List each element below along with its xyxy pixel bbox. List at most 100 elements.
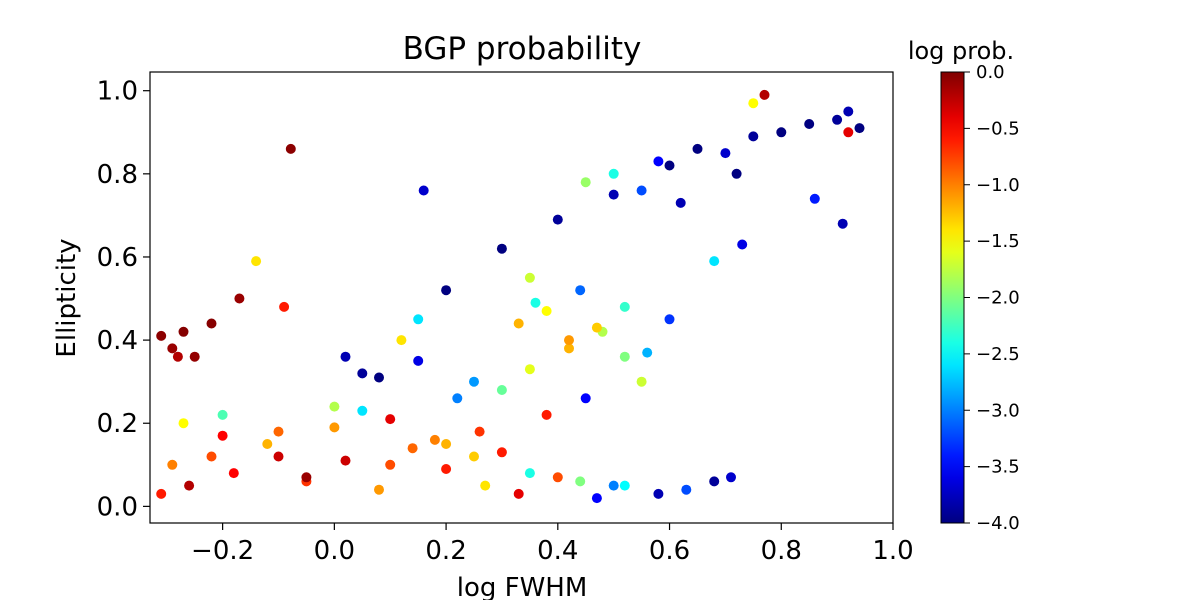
scatter-point (452, 393, 463, 404)
scatter-point (496, 447, 507, 458)
scatter-point (653, 488, 664, 499)
x-axis: −0.2 0.0 0.2 0.4 0.6 0.8 1.0 (191, 523, 914, 566)
colorbar-label: log prob. (908, 37, 1014, 65)
scatter-point (429, 434, 440, 445)
scatter-point (804, 119, 815, 129)
y-tick-label: 0.6 (97, 243, 138, 273)
x-tick-label: 0.8 (761, 536, 802, 566)
scatter-point (737, 239, 748, 250)
scatter-point (418, 185, 429, 196)
scatter-point (513, 318, 524, 329)
scatter-point (832, 114, 843, 125)
scatter-point (189, 351, 200, 362)
scatter-point (340, 455, 351, 466)
scatter-point (692, 143, 703, 154)
scatter-point (178, 326, 189, 337)
scatter-point (524, 272, 535, 283)
scatter-point (591, 493, 602, 504)
chart-title: BGP probability (403, 31, 642, 67)
scatter-point (854, 123, 865, 134)
scatter-point (413, 355, 424, 366)
scatter-point (776, 127, 787, 138)
scatter-point (809, 193, 820, 204)
scatter-point (374, 484, 384, 495)
scatter-point (541, 306, 552, 316)
scatter-point (575, 476, 586, 487)
scatter-point (385, 414, 396, 425)
x-tick-label: 0.2 (425, 536, 466, 566)
scatter-point (217, 409, 228, 420)
scatter-point (843, 127, 854, 138)
y-tick-label: 0.0 (97, 492, 138, 522)
colorbar-axis: 0.0 −0.5 −1.0 −1.5 −2.0 −2.5 −3.0 −3.5 −4.0 (964, 62, 1020, 534)
y-axis: 0.0 0.2 0.4 0.6 0.8 1.0 (97, 77, 150, 522)
scatter-point (234, 293, 245, 304)
scatter-point (496, 243, 507, 254)
scatter-point (441, 439, 452, 449)
scatter-point (273, 451, 284, 462)
scatter-point (675, 197, 686, 208)
scatter-point (619, 351, 630, 362)
scatter-point (285, 143, 296, 154)
scatter-point (843, 106, 854, 117)
scatter-point (681, 484, 692, 495)
x-axis-label: log FWHM (457, 573, 588, 600)
scatter-point (575, 285, 586, 296)
scatter-point (396, 335, 407, 346)
scatter-point (496, 385, 507, 395)
scatter-point (262, 439, 273, 449)
colorbar-tick-label: 0.0 (976, 62, 1005, 83)
colorbar-tick-label: −3.5 (976, 457, 1020, 478)
scatter-point (217, 430, 228, 441)
colorbar-tick-label: −2.5 (976, 344, 1020, 365)
scatter-point (608, 189, 619, 200)
scatter-point (619, 480, 630, 491)
scatter-point (541, 409, 552, 420)
scatter-point (636, 376, 647, 387)
colorbar (940, 71, 965, 524)
y-tick-label: 0.4 (97, 326, 138, 356)
scatter-point (748, 131, 759, 142)
y-tick-label: 0.8 (97, 160, 138, 190)
scatter-point (357, 368, 368, 379)
scatter-point (329, 401, 340, 412)
y-tick-label: 1.0 (97, 77, 138, 107)
scatter-point (374, 372, 384, 383)
scatter-point (608, 480, 619, 491)
scatter-point (709, 476, 720, 487)
scatter-point (167, 343, 178, 354)
colorbar-tick-label: −1.0 (976, 175, 1020, 196)
scatter-point (301, 472, 312, 483)
scatter-point (591, 322, 602, 333)
x-tick-label: 0.0 (314, 536, 355, 566)
scatter-point (156, 330, 167, 341)
scatter-point (441, 285, 452, 296)
y-axis-label: Ellipticity (52, 238, 82, 357)
scatter-point (552, 472, 563, 483)
scatter-point (720, 148, 731, 159)
scatter-point (469, 376, 479, 387)
x-tick-label: 0.6 (649, 536, 690, 566)
colorbar-tick-label: −1.5 (976, 231, 1020, 252)
y-tick-label: 0.2 (97, 409, 138, 439)
scatter-point (564, 335, 574, 346)
scatter-point (156, 488, 167, 499)
scatter-point (636, 185, 647, 196)
scatter-point (552, 214, 563, 225)
scatter-point (731, 168, 742, 179)
scatter-point (474, 426, 485, 437)
scatter-point (178, 418, 189, 429)
scatter-point (642, 347, 653, 358)
scatter-point (580, 177, 591, 188)
scatter-point (385, 459, 396, 470)
scatter-point (619, 301, 630, 312)
colorbar-tick-label: −3.0 (976, 400, 1020, 421)
scatter-point (653, 156, 664, 167)
scatter-point (407, 443, 418, 454)
scatter-point (206, 451, 217, 462)
scatter-point (664, 314, 675, 325)
plot-area-frame (149, 71, 894, 524)
scatter-point (608, 168, 619, 179)
scatter-point (524, 468, 535, 479)
